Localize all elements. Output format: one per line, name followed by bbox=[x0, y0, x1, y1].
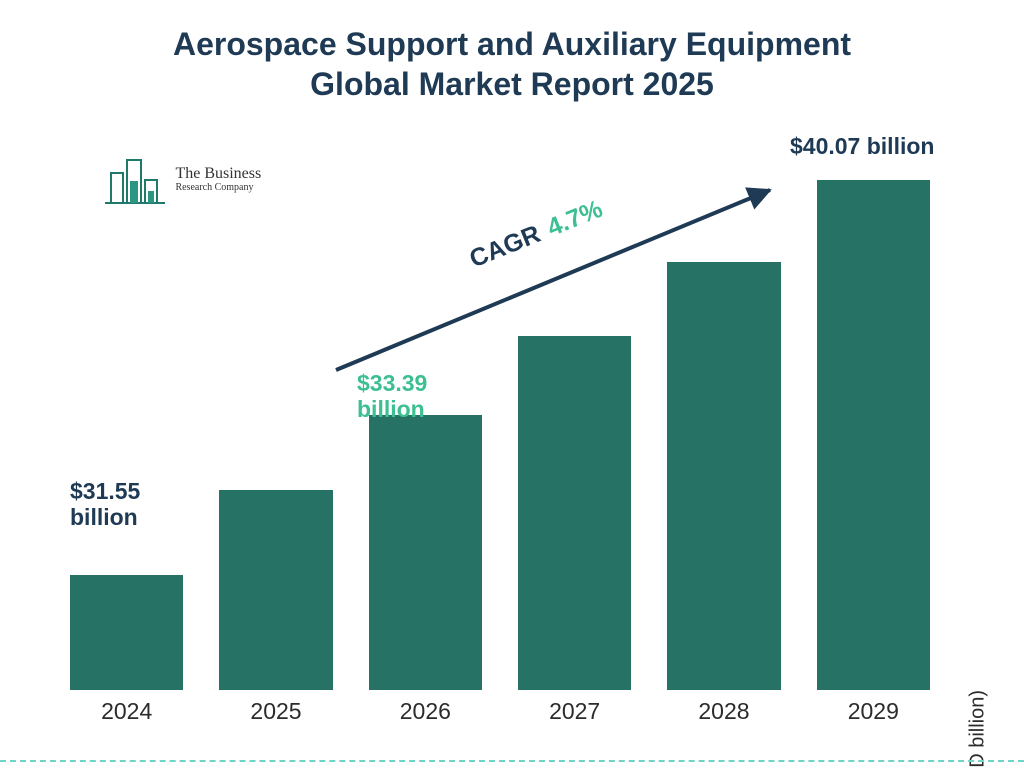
footer-dashed-line bbox=[0, 760, 1024, 762]
arrow-svg bbox=[0, 0, 1024, 768]
chart-container: { "title": { "line1": "Aerospace Support… bbox=[0, 0, 1024, 768]
